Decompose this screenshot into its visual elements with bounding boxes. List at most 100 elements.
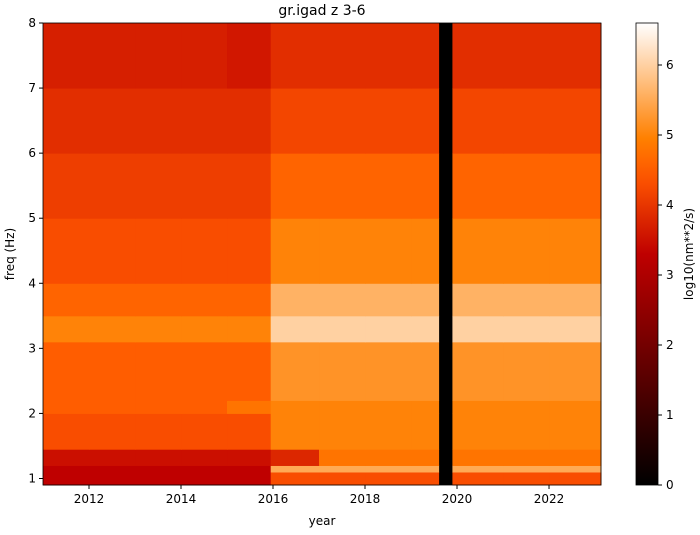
heat-cell <box>319 315 366 343</box>
heat-cell <box>411 23 440 89</box>
heat-cell <box>43 449 90 466</box>
heat-cell <box>549 400 602 414</box>
heat-cell <box>365 449 412 466</box>
heat-cell <box>549 449 602 466</box>
colorbar-label: log10(nm**2/s) <box>682 208 696 300</box>
heat-cell <box>270 471 320 486</box>
heat-cell <box>270 315 320 343</box>
heat-cell <box>43 315 90 343</box>
heat-cell <box>270 465 320 473</box>
heat-cell <box>135 315 182 343</box>
heat-cell <box>411 471 440 486</box>
heat-cell <box>135 465 182 473</box>
heat-cell <box>319 218 366 284</box>
heat-cell <box>319 471 366 486</box>
heat-cell <box>227 315 272 343</box>
heat-cell <box>135 449 182 466</box>
heat-cell <box>270 283 320 317</box>
heat-cell <box>135 283 182 317</box>
heat-cell <box>181 465 228 473</box>
heat-cell <box>43 341 90 401</box>
heat-cell <box>135 218 182 284</box>
x-tick-label: 2018 <box>350 492 381 506</box>
heat-cell <box>181 471 228 486</box>
heat-cell <box>452 449 504 466</box>
colorbar <box>635 22 659 486</box>
heat-cell <box>503 88 550 154</box>
heat-cell <box>270 153 320 219</box>
heat-cell <box>411 88 440 154</box>
heat-cell <box>135 471 182 486</box>
heat-cell <box>181 23 228 89</box>
heat-cell <box>452 153 504 219</box>
y-axis-label: freq (Hz) <box>3 228 17 280</box>
heat-cell <box>365 400 412 414</box>
heat-cell <box>43 471 90 486</box>
heat-cell <box>319 341 366 401</box>
heat-cell <box>89 315 136 343</box>
heat-cell <box>319 23 366 89</box>
x-tick-label: 2022 <box>534 492 565 506</box>
x-axis-label: year <box>309 514 336 528</box>
heat-cell <box>319 400 366 414</box>
heat-cell <box>227 413 272 450</box>
heat-cell <box>181 341 228 401</box>
heat-cell <box>503 471 550 486</box>
heat-cell <box>503 23 550 89</box>
heat-cell <box>452 465 504 473</box>
heat-cell <box>181 449 228 466</box>
heat-cell <box>365 315 412 343</box>
heat-cell <box>181 153 228 219</box>
heat-cell <box>43 283 90 317</box>
heat-cell <box>43 23 90 89</box>
plot-frame <box>42 22 602 486</box>
heat-cell <box>452 218 504 284</box>
heat-cell <box>181 315 228 343</box>
heat-cell <box>181 413 228 450</box>
heat-cell <box>549 88 602 154</box>
heat-cell <box>270 341 320 401</box>
heat-cell <box>365 283 412 317</box>
heat-cell <box>549 283 602 317</box>
heat-cell <box>319 153 366 219</box>
heat-cell <box>365 153 412 219</box>
heat-cell <box>503 413 550 450</box>
heat-cell <box>319 449 366 466</box>
heat-cell <box>89 400 136 414</box>
heat-cell <box>365 471 412 486</box>
heat-cell <box>89 23 136 89</box>
heat-cell <box>503 341 550 401</box>
heat-cell <box>319 465 366 473</box>
colorbar-tick-label: 5 <box>666 128 674 142</box>
heat-cell <box>227 88 272 154</box>
heat-cell <box>319 283 366 317</box>
colorbar-tick-label: 6 <box>666 58 674 72</box>
heat-cell <box>452 400 504 414</box>
y-tick-label: 2 <box>28 406 36 420</box>
colorbar-tick-label: 2 <box>666 338 674 352</box>
heat-cell <box>365 465 412 473</box>
heat-cell <box>270 413 320 450</box>
heat-cell <box>89 413 136 450</box>
heat-cell <box>549 218 602 284</box>
heat-cell <box>365 23 412 89</box>
heat-cell <box>411 449 440 466</box>
heat-cell <box>549 315 602 343</box>
heat-cell <box>365 341 412 401</box>
heat-cell <box>227 400 272 414</box>
y-tick-label: 1 <box>28 471 36 485</box>
heat-cell <box>503 283 550 317</box>
heat-cell <box>227 449 272 466</box>
heat-cell <box>365 413 412 450</box>
heat-cell <box>43 218 90 284</box>
heat-cell <box>89 283 136 317</box>
heat-cell <box>452 413 504 450</box>
y-tick-label: 6 <box>28 146 36 160</box>
x-tick-label: 2020 <box>442 492 473 506</box>
heat-cell <box>452 23 504 89</box>
heat-cell <box>452 471 504 486</box>
heat-cell <box>549 341 602 401</box>
heat-cell <box>181 88 228 154</box>
